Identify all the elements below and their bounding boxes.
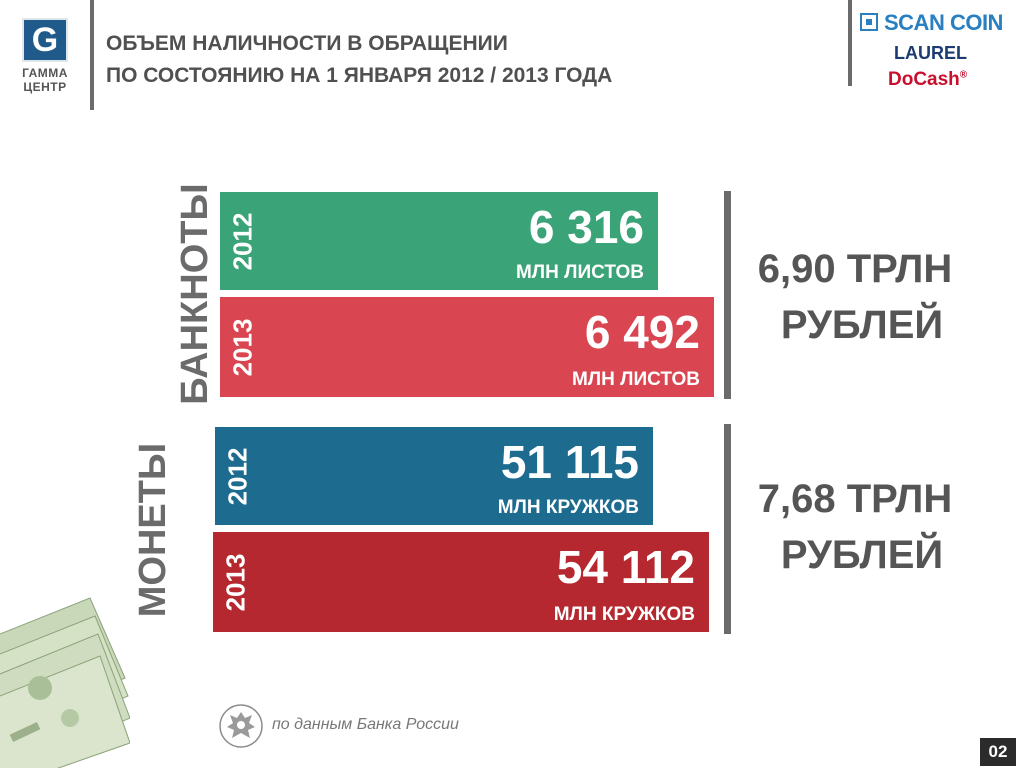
banknotes-label: БАНКНОТЫ	[174, 183, 216, 405]
source-note: по данным Банка России	[272, 716, 459, 733]
page-title-line1: ОБЪЕМ НАЛИЧНОСТИ В ОБРАЩЕНИИ	[106, 32, 508, 55]
bar-value: 51 115	[500, 436, 639, 488]
banknotes-total-currency: РУБЛЕЙ	[780, 303, 944, 347]
bar-year: 2013	[220, 553, 251, 611]
page-title-line2: ПО СОСТОЯНИЮ НА 1 ЯНВАРЯ 2012 / 2013 ГОД…	[106, 64, 613, 87]
bar-unit: МЛН КРУЖКОВ	[497, 497, 639, 518]
brand-divider	[848, 0, 852, 86]
brand-docash-text: DoCash	[888, 69, 960, 90]
bar-unit: МЛН ЛИСТОВ	[571, 369, 700, 390]
coins-total-amount: 7,68 ТРЛН	[757, 477, 953, 521]
coins-total-currency: РУБЛЕЙ	[780, 533, 944, 577]
coins-label: МОНЕТЫ	[132, 442, 174, 618]
page-number: 02	[980, 738, 1016, 766]
logo-text-line1: ГАММА	[22, 66, 68, 80]
bar-unit: МЛН ЛИСТОВ	[515, 262, 644, 283]
scan-coin-icon	[860, 13, 878, 31]
header-divider	[90, 0, 94, 110]
brand-docash: DoCash®	[888, 69, 967, 91]
bar-value: 54 112	[556, 541, 695, 593]
bank-of-russia-emblem-icon	[219, 704, 263, 748]
registered-mark: ®	[959, 69, 968, 81]
coins-total-divider	[724, 424, 731, 634]
brand-laurel: LAUREL	[894, 43, 967, 63]
bar-value: 6 492	[584, 306, 700, 358]
logo-text-line2: ЦЕНТР	[23, 80, 67, 94]
bar-year: 2012	[222, 447, 253, 505]
brand-scan-coin: SCAN COIN	[884, 10, 1003, 35]
coins-2012-bar: 2012 51 115 МЛН КРУЖКОВ	[215, 427, 653, 525]
bar-value: 6 316	[528, 201, 644, 253]
banknotes-total-divider	[724, 191, 731, 399]
money-stack-icon	[0, 597, 130, 768]
banknotes-2012-bar: 2012 6 316 МЛН ЛИСТОВ	[220, 192, 658, 290]
banknotes-total-amount: 6,90 ТРЛН	[757, 247, 953, 291]
bar-year: 2012	[227, 212, 258, 270]
bar-year: 2013	[227, 318, 258, 376]
coins-2013-bar: 2013 54 112 МЛН КРУЖКОВ	[213, 532, 709, 632]
banknotes-2013-bar: 2013 6 492 МЛН ЛИСТОВ	[220, 297, 714, 397]
bar-unit: МЛН КРУЖКОВ	[553, 604, 695, 625]
gamma-logo-icon: G	[22, 18, 68, 62]
